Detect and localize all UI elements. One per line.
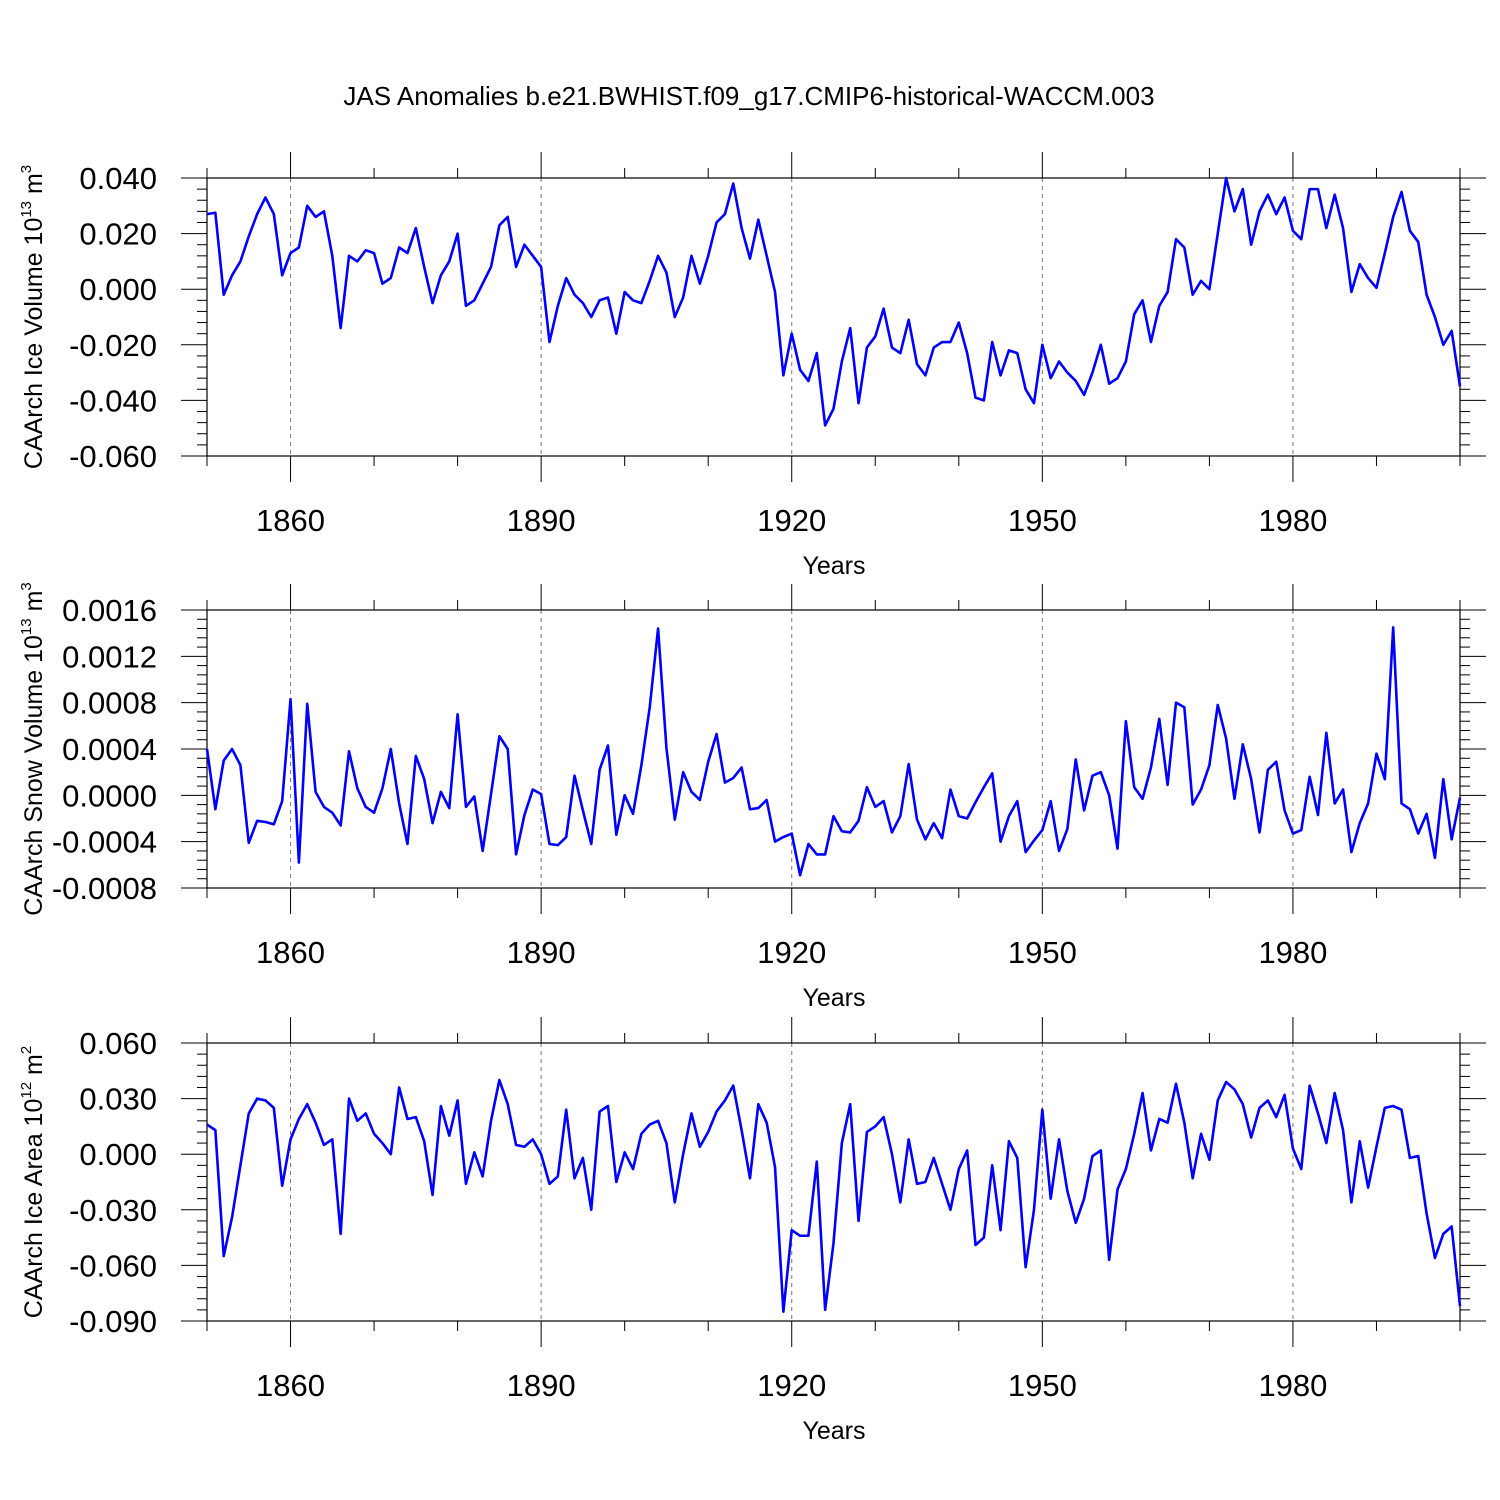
y-tick-label: 0.0008	[62, 686, 157, 721]
plot-frame	[206, 1042, 1461, 1322]
x-tick-label: 1860	[256, 935, 325, 970]
x-tick-label: 1890	[507, 503, 576, 538]
x-axis-label: Years	[802, 1417, 865, 1445]
y-tick-label: 0.0016	[62, 593, 157, 628]
x-tick-label: 1980	[1258, 503, 1327, 538]
panel-snow-volume: 1860 1890 1920 1950 1980 Years -0.0008 -0.0004 0…	[18, 582, 1486, 1012]
y-axis-label: CAArch Ice Volume 1013 m3	[18, 165, 48, 469]
y-tick-label: -0.0008	[52, 871, 157, 906]
x-tick-label: 1950	[1008, 1368, 1077, 1403]
chart-title: JAS Anomalies b.e21.BWHIST.f09_g17.CMIP6…	[343, 81, 1154, 111]
y-tick-label: 0.040	[79, 161, 157, 196]
y-tick-label: -0.030	[69, 1193, 157, 1228]
y-tick-label: 0.000	[79, 1137, 157, 1172]
y-tick-label: -0.060	[69, 1248, 157, 1283]
plot-frame	[206, 177, 1461, 457]
x-axis-label: Years	[802, 552, 865, 580]
y-tick-label: -0.040	[69, 383, 157, 418]
plot-frame	[206, 609, 1461, 889]
x-tick-label: 1890	[507, 1368, 576, 1403]
y-tick-label: 0.000	[79, 272, 157, 307]
x-axis-label: Years	[802, 984, 865, 1012]
y-tick-label: 0.030	[79, 1082, 157, 1117]
x-tick-label: 1950	[1008, 935, 1077, 970]
x-tick-label: 1890	[507, 935, 576, 970]
x-tick-label: 1920	[757, 935, 826, 970]
series-line-ice-volume	[206, 176, 1462, 427]
panels: 1860 1890 1920 1950 1980 Years -0.060 -0.040 -0.…	[18, 152, 1486, 1445]
y-axis-label: CAArch Ice Area 1012 m2	[18, 1046, 48, 1318]
x-tick-label: 1920	[757, 503, 826, 538]
y-tick-label: 0.060	[79, 1026, 157, 1061]
y-tick-label: -0.020	[69, 328, 157, 363]
x-tick-label: 1980	[1258, 1368, 1327, 1403]
panel-ice-volume: 1860 1890 1920 1950 1980 Years -0.060 -0.040 -0.…	[18, 152, 1486, 580]
y-tick-label: 0.020	[79, 217, 157, 252]
y-tick-label: -0.0004	[52, 825, 157, 860]
y-tick-label: 0.0000	[62, 778, 157, 813]
y-tick-label: -0.060	[69, 439, 157, 474]
y-tick-label: 0.0012	[62, 639, 157, 674]
x-tick-label: 1860	[256, 1368, 325, 1403]
y-axis-label: CAArch Snow Volume 1013 m3	[18, 582, 48, 916]
x-tick-label: 1860	[256, 503, 325, 538]
panel-ice-area: 1860 1890 1920 1950 1980 Years -0.090 -0.060 -0.…	[18, 1017, 1486, 1445]
x-tick-label: 1950	[1008, 503, 1077, 538]
series-line-ice-area	[206, 1078, 1462, 1314]
x-tick-label: 1920	[757, 1368, 826, 1403]
y-tick-label: -0.090	[69, 1304, 157, 1339]
x-tick-label: 1980	[1258, 935, 1327, 970]
y-tick-label: 0.0004	[62, 732, 157, 767]
series-line-snow-volume	[205, 626, 1462, 877]
